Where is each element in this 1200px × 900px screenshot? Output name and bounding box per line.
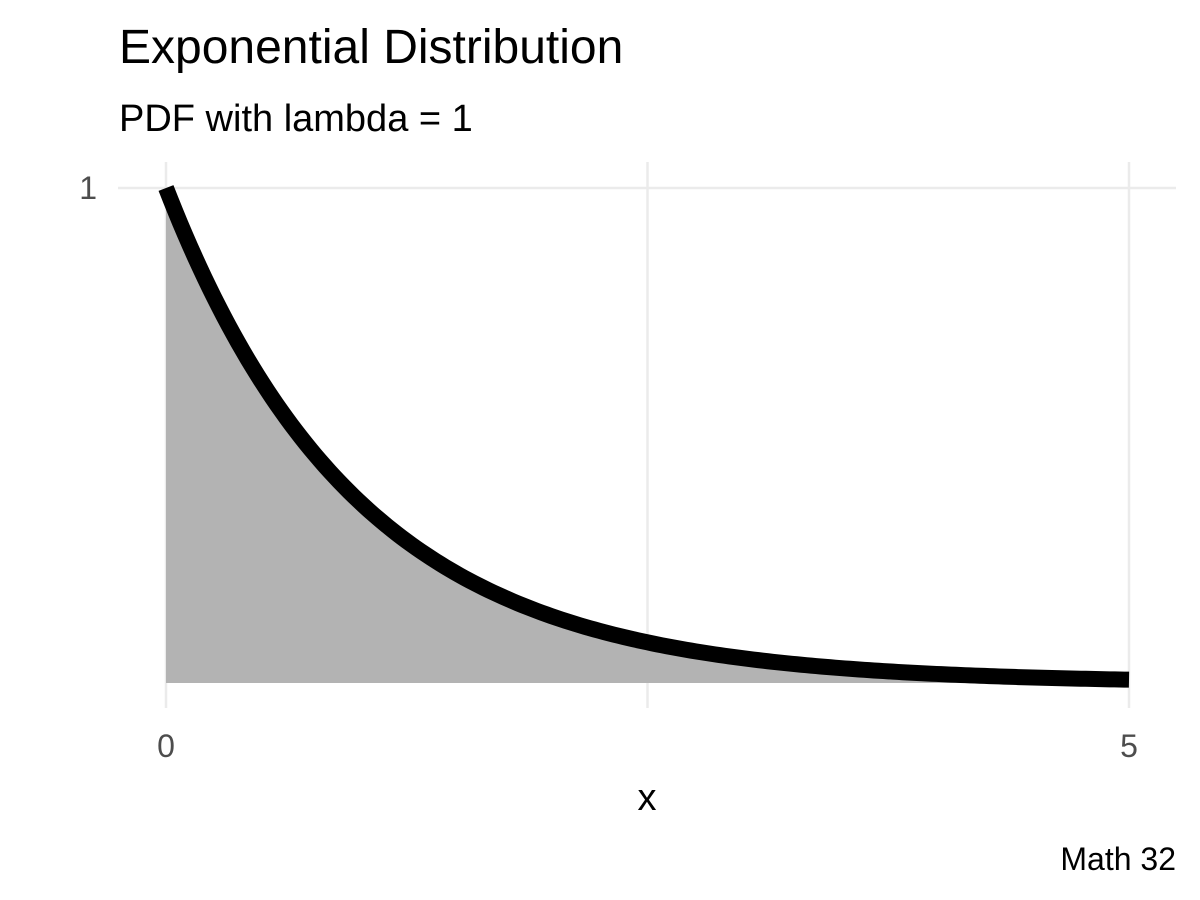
x-tick-label: 0 <box>157 728 175 764</box>
chart-title: Exponential Distribution <box>119 21 623 74</box>
x-tick-label: 5 <box>1120 728 1138 764</box>
pdf-curve-line <box>158 185 1133 688</box>
chart-caption: Math 32 <box>1060 841 1176 877</box>
data-layer <box>158 185 1133 688</box>
x-axis-title: x <box>638 777 657 819</box>
tick-labels: 0 5 1 <box>79 170 1138 764</box>
pdf-area-fill <box>166 188 1129 683</box>
y-tick-label: 1 <box>79 170 97 206</box>
chart-subtitle: PDF with lambda = 1 <box>119 98 473 140</box>
